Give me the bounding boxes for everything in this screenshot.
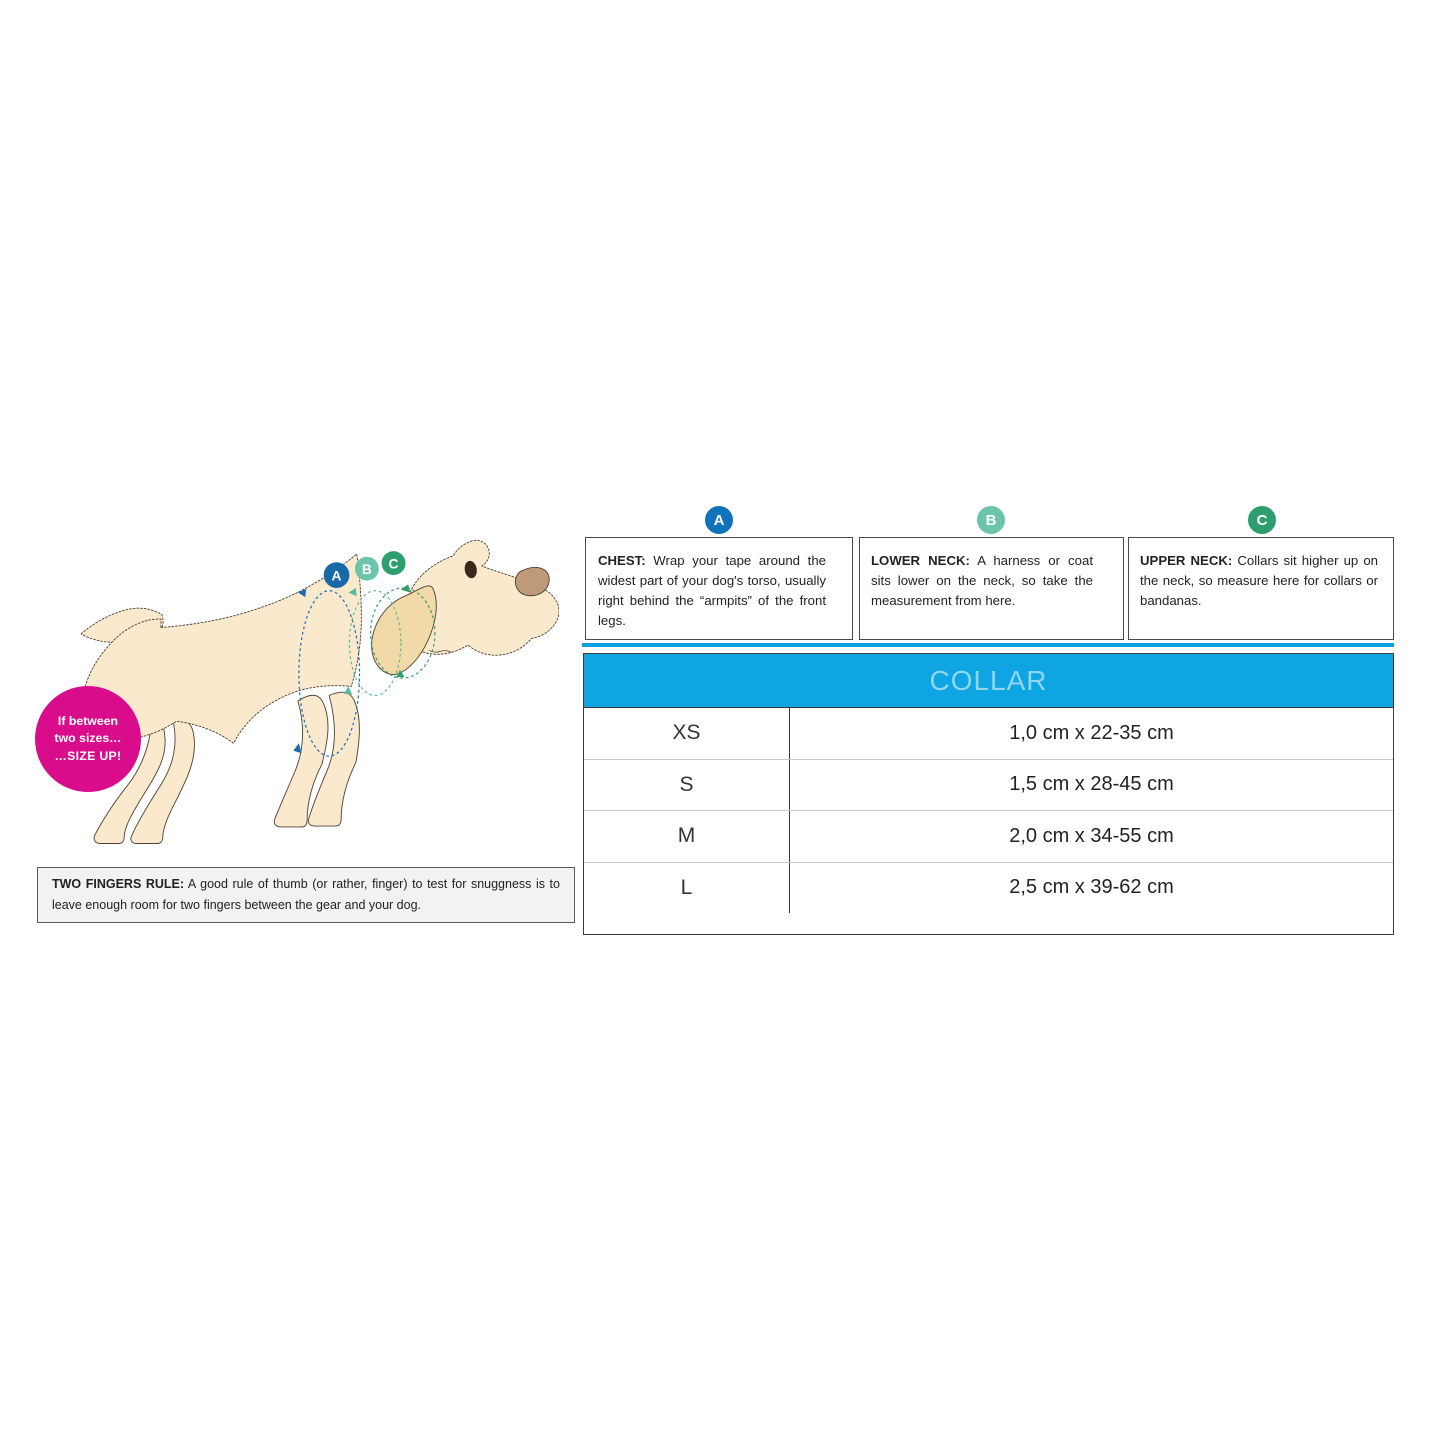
svg-text:B: B [362, 562, 372, 577]
svg-text:C: C [389, 557, 399, 572]
svg-text:A: A [332, 569, 342, 584]
